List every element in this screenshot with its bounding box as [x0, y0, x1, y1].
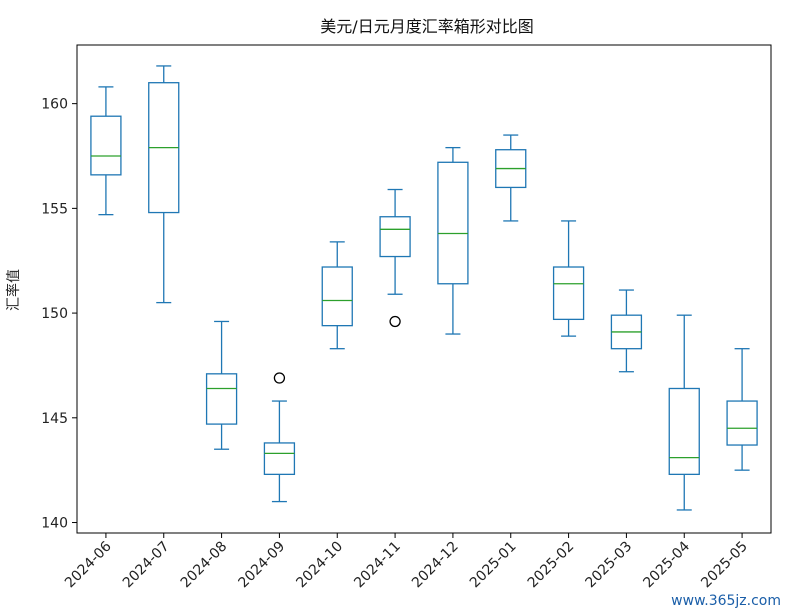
x-tick-label-2024-07: 2024-07	[120, 539, 173, 592]
x-tick-label-2025-01: 2025-01	[467, 539, 520, 592]
x-tick-label-2024-12: 2024-12	[409, 539, 462, 592]
y-tick-label-155: 155	[41, 201, 68, 217]
box-2024-09	[263, 442, 296, 476]
box-2024-10	[321, 266, 353, 327]
y-tick-label-150: 150	[41, 306, 68, 322]
box-2024-11	[379, 216, 411, 258]
box-2024-08	[205, 373, 238, 425]
x-tick-label-2025-03: 2025-03	[583, 539, 636, 592]
x-tick-label-2025-02: 2025-02	[525, 539, 578, 592]
x-tick-label-2024-08: 2024-08	[178, 539, 231, 592]
box-2024-12	[437, 161, 469, 285]
x-tick-label-2024-09: 2024-09	[236, 539, 289, 592]
outlier-2024-09-0	[273, 372, 286, 384]
x-tick-label-2024-11: 2024-11	[351, 539, 404, 592]
x-tick-label-2025-05: 2025-05	[698, 539, 751, 592]
outlier-2024-11-0	[389, 315, 401, 328]
box-2025-04	[668, 387, 700, 476]
x-tick-label-2025-04: 2025-04	[640, 538, 693, 591]
x-tick-label-2024-06: 2024-06	[62, 538, 115, 591]
y-tick-label-140: 140	[41, 516, 68, 532]
chart-title: 美元/日元月度汇率箱形对比图	[320, 17, 533, 36]
watermark: www.365jz.com	[671, 593, 781, 609]
x-tick-label-2024-10: 2024-10	[293, 539, 346, 592]
box-2025-02	[552, 266, 585, 321]
plot-frame	[76, 44, 772, 534]
box-2024-06	[90, 115, 122, 176]
box-2025-05	[726, 400, 758, 446]
y-tick-label-145: 145	[41, 411, 68, 427]
y-tick-label-160: 160	[41, 97, 68, 113]
y-axis-label: 汇率值	[5, 269, 22, 311]
